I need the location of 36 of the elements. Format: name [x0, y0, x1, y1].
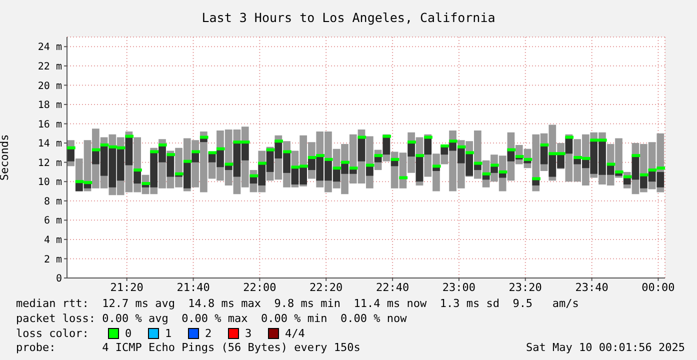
chart-title: Last 3 Hours to Los Angeles, California [200, 10, 496, 25]
text: loss color: [16, 327, 89, 340]
y-tick-label: 6 m [44, 216, 62, 227]
x-tick-label: 22:20 [310, 280, 343, 294]
text: 0 [125, 327, 132, 340]
y-tick-label: 16 m [38, 119, 62, 130]
y-tick-label: 0 [56, 274, 62, 285]
text: 3 [245, 327, 252, 340]
x-tick-label: 21:20 [110, 280, 144, 294]
y-axis-title: Seconds [0, 134, 11, 181]
text: median rtt: 12.7 ms avg 14.8 ms max 9.8 ms min 11.4 ms now 1.3 ms sd 9.5 am/s [16, 297, 579, 310]
x-tick-label: 21:40 [176, 280, 210, 294]
y-tick-label: 2 m [44, 254, 62, 266]
y-tick-label: 4 m [44, 234, 62, 246]
bar [416, 156, 424, 182]
x-tick-label: 23:20 [508, 280, 542, 294]
text: 4/4 [285, 327, 305, 340]
y-tick-label: 12 m [38, 158, 62, 169]
y-tick-label: 14 m [38, 138, 62, 150]
x-tick-label: 00:00 [642, 280, 675, 294]
y-tick-label: 18 m [38, 100, 62, 112]
x-tick-label: 23:40 [575, 280, 608, 294]
y-tick-label: 8 m [44, 196, 62, 208]
x-tick-label: 22:00 [243, 280, 276, 294]
y-tick-label: 24 m [38, 42, 62, 54]
y-tick-label: 22 m [38, 61, 62, 72]
text: probe: 4 ICMP Echo Pings (56 Bytes) every 150s [16, 341, 360, 354]
y-tick-label: 10 m [38, 177, 62, 188]
y-tick-label: 20 m [38, 80, 62, 92]
bar [382, 136, 390, 155]
x-tick-label: 23:00 [442, 280, 476, 294]
text: packet loss: 0.00 % avg 0.00 % max 0.00 % min 0.00 % now [16, 312, 407, 325]
text: Sat May 10 00:01:56 2025 [526, 341, 685, 354]
text: 1 [165, 327, 172, 340]
x-tick-label: 22:40 [376, 280, 410, 294]
text: 2 [205, 327, 212, 340]
